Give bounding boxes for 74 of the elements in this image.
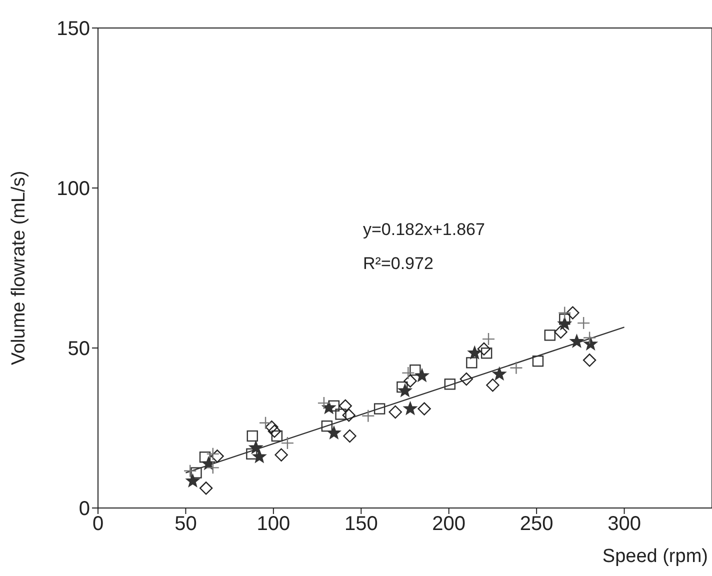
x-tick-label: 150 xyxy=(344,513,378,536)
point xyxy=(265,420,278,434)
x-tick-label: 200 xyxy=(432,513,466,536)
point xyxy=(566,306,580,320)
point xyxy=(477,342,491,356)
point xyxy=(210,450,224,463)
point xyxy=(492,367,506,380)
point xyxy=(317,396,331,410)
point xyxy=(335,408,346,420)
x-tick-label: 50 xyxy=(174,513,197,536)
point xyxy=(402,366,415,380)
point xyxy=(558,306,572,320)
point xyxy=(398,384,412,397)
point xyxy=(321,420,333,432)
y-tick-label: 150 xyxy=(56,18,90,40)
annotation: y=0.182x+1.867 xyxy=(363,220,485,240)
point xyxy=(460,372,473,386)
point xyxy=(486,378,500,392)
point xyxy=(482,332,496,346)
point xyxy=(258,416,272,430)
point xyxy=(466,357,478,368)
point xyxy=(374,403,386,414)
point xyxy=(184,464,197,478)
point xyxy=(206,447,220,461)
point xyxy=(271,430,283,442)
point xyxy=(404,374,417,388)
x-axis-title: Speed (rpm) xyxy=(602,546,708,568)
point xyxy=(199,482,213,495)
x-tick-label: 300 xyxy=(608,513,641,536)
point xyxy=(388,405,402,419)
point xyxy=(582,331,596,344)
point xyxy=(582,354,596,367)
y-tick-label: 100 xyxy=(56,178,90,200)
point xyxy=(322,400,336,414)
point xyxy=(206,461,220,474)
point xyxy=(584,337,598,350)
point xyxy=(404,402,417,415)
point xyxy=(532,356,544,367)
point xyxy=(468,346,482,359)
point xyxy=(362,409,375,422)
point xyxy=(544,330,556,341)
point xyxy=(570,334,584,348)
point xyxy=(327,426,341,439)
point xyxy=(202,456,216,470)
point xyxy=(418,402,431,416)
point xyxy=(280,436,294,450)
point xyxy=(199,452,211,463)
point xyxy=(415,368,429,382)
point xyxy=(249,440,263,454)
point xyxy=(396,381,408,393)
point xyxy=(268,424,282,438)
y-tick-label: 0 xyxy=(78,498,90,520)
point xyxy=(410,364,421,376)
point xyxy=(190,467,202,478)
point xyxy=(342,408,356,422)
point xyxy=(343,429,356,443)
point xyxy=(510,361,523,374)
point xyxy=(480,348,492,359)
x-tick-label: 0 xyxy=(92,513,104,536)
point xyxy=(274,448,288,462)
point xyxy=(576,316,590,330)
point xyxy=(186,474,200,487)
point xyxy=(558,317,572,330)
annotation: R²=0.972 xyxy=(363,254,434,274)
point xyxy=(444,378,456,390)
x-tick-label: 100 xyxy=(256,513,290,536)
y-axis-title: Volume flowrate (mL/s) xyxy=(8,170,30,366)
point xyxy=(338,399,352,413)
point xyxy=(554,325,568,339)
point xyxy=(252,450,266,463)
point xyxy=(246,448,258,460)
point xyxy=(246,430,258,442)
x-tick-label: 250 xyxy=(520,513,554,536)
y-tick-label: 50 xyxy=(68,338,90,360)
